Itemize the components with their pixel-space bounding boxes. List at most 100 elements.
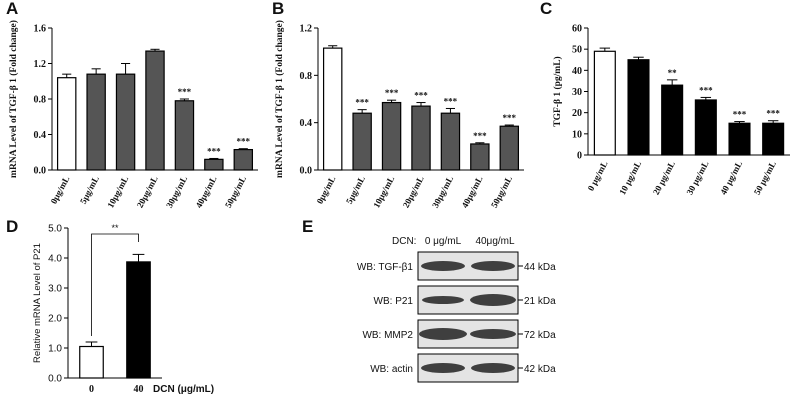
y-tick-label: 0.0	[34, 166, 47, 177]
bar	[661, 84, 684, 156]
x-tick-label: 40μg/mL	[194, 174, 219, 209]
x-tick-label: 10μg/mL	[371, 174, 396, 209]
x-tick-label: 20μg/mL	[401, 174, 426, 209]
blot-band	[421, 261, 465, 271]
y-tick-label: 60	[572, 24, 582, 35]
bar	[627, 59, 650, 156]
y-axis-label: TGF-β 1 (pg/mL)	[552, 56, 563, 126]
bar	[411, 105, 431, 171]
x-tick-label: 50μg/mL	[489, 174, 514, 209]
y-tick-label: 40	[572, 66, 582, 77]
blot-band	[421, 363, 465, 373]
blot-band	[422, 296, 464, 304]
y-tick-label: 1.6	[34, 24, 47, 35]
x-tick-label: 40 μg/mL	[718, 159, 744, 196]
blot-band	[419, 328, 467, 340]
x-tick-label: 0 μg/mL	[586, 159, 610, 192]
x-tick-label: 0μg/mL	[315, 174, 338, 205]
y-axis-label: Relative mRNA Level of P21	[32, 243, 43, 363]
blot-size: 42 kDa	[524, 364, 556, 375]
bar	[381, 101, 402, 171]
significance: ***	[444, 96, 458, 106]
x-tick-label: 30μg/mL	[430, 174, 455, 209]
y-tick-label: 0	[577, 151, 582, 162]
y-tick-label: 10	[572, 129, 582, 140]
x-tick-label: 0μg/mL	[49, 174, 72, 205]
blot-row-label: WB: MMP2	[362, 330, 413, 341]
bar	[86, 73, 106, 171]
bar	[233, 148, 254, 171]
blot-row-label: WB: P21	[374, 296, 414, 307]
panel-letter: D	[6, 217, 18, 236]
x-tick-label: 20 μg/mL	[651, 159, 677, 196]
y-tick-label: 0.4	[34, 130, 47, 141]
x-tick-label: 5μg/mL	[344, 174, 367, 205]
bar	[79, 345, 104, 379]
bar	[115, 73, 136, 171]
bar	[145, 50, 165, 171]
significance: ***	[355, 98, 369, 108]
bar	[499, 125, 520, 171]
significance: ***	[733, 110, 747, 120]
x-tick-label: 40μg/mL	[460, 174, 485, 209]
significance: ***	[207, 146, 221, 156]
y-tick-label: 0.8	[34, 95, 47, 106]
panel-letter: C	[540, 0, 552, 18]
blot-column: 40μg/mL	[475, 236, 515, 247]
bracket-label: **	[111, 223, 119, 233]
y-tick-label: 0.0	[300, 166, 313, 177]
bar	[728, 122, 751, 156]
bar	[126, 261, 151, 379]
y-tick-label: 4.0	[48, 254, 62, 265]
blot-band	[470, 294, 516, 306]
blot-size: 44 kDa	[524, 262, 556, 273]
x-axis-label: DCN (μg/mL)	[153, 384, 214, 395]
y-axis-label: mRNA Level of TGF-β 1 (Fold change)	[274, 20, 285, 178]
x-tick-label: 10 μg/mL	[617, 159, 643, 196]
blot-column: 0 μg/mL	[425, 236, 462, 247]
significance: ***	[385, 88, 399, 98]
significance: **	[668, 68, 678, 78]
y-tick-label: 5.0	[48, 224, 62, 235]
bracket	[91, 233, 139, 336]
x-tick-label: 0	[89, 384, 94, 395]
y-tick-label: 0.8	[300, 71, 313, 82]
y-tick-label: 1.2	[34, 59, 47, 70]
blot-band	[470, 329, 516, 339]
blot-size: 72 kDa	[524, 330, 556, 341]
x-tick-label: 30μg/mL	[164, 174, 189, 209]
significance: ***	[503, 113, 517, 123]
blot-header: DCN:	[392, 236, 416, 247]
bar	[440, 112, 461, 171]
bar	[204, 158, 224, 171]
blot-band	[471, 261, 515, 271]
x-tick-label: 10μg/mL	[105, 174, 130, 209]
significance: ***	[699, 85, 713, 95]
y-tick-label: 2.0	[48, 314, 62, 325]
x-tick-label: 5μg/mL	[78, 174, 101, 205]
significance: ***	[414, 91, 428, 101]
bar	[694, 99, 717, 156]
y-tick-label: 3.0	[48, 284, 62, 295]
x-tick-label: 30 μg/mL	[684, 159, 710, 196]
bar	[56, 77, 77, 171]
panel-letter: A	[6, 0, 18, 18]
y-tick-label: 30	[572, 87, 582, 98]
significance: ***	[473, 131, 487, 141]
bar	[762, 122, 785, 156]
blot-band	[471, 363, 515, 373]
bar	[593, 50, 616, 156]
y-tick-label: 1.0	[48, 344, 62, 355]
panel-letter: E	[302, 217, 313, 236]
x-tick-label: 20μg/mL	[135, 174, 160, 209]
bar	[352, 112, 372, 171]
y-tick-label: 1.2	[300, 24, 313, 35]
y-tick-label: 0.4	[300, 118, 313, 129]
blot-size: 21 kDa	[524, 296, 556, 307]
significance: ***	[237, 137, 251, 147]
y-tick-label: 0.0	[48, 374, 62, 385]
x-tick-label: 50 μg/mL	[752, 159, 778, 196]
y-axis-label: mRNA Level of TGF-β 1 (Fold change)	[8, 20, 19, 178]
panel-letter: B	[272, 0, 284, 18]
